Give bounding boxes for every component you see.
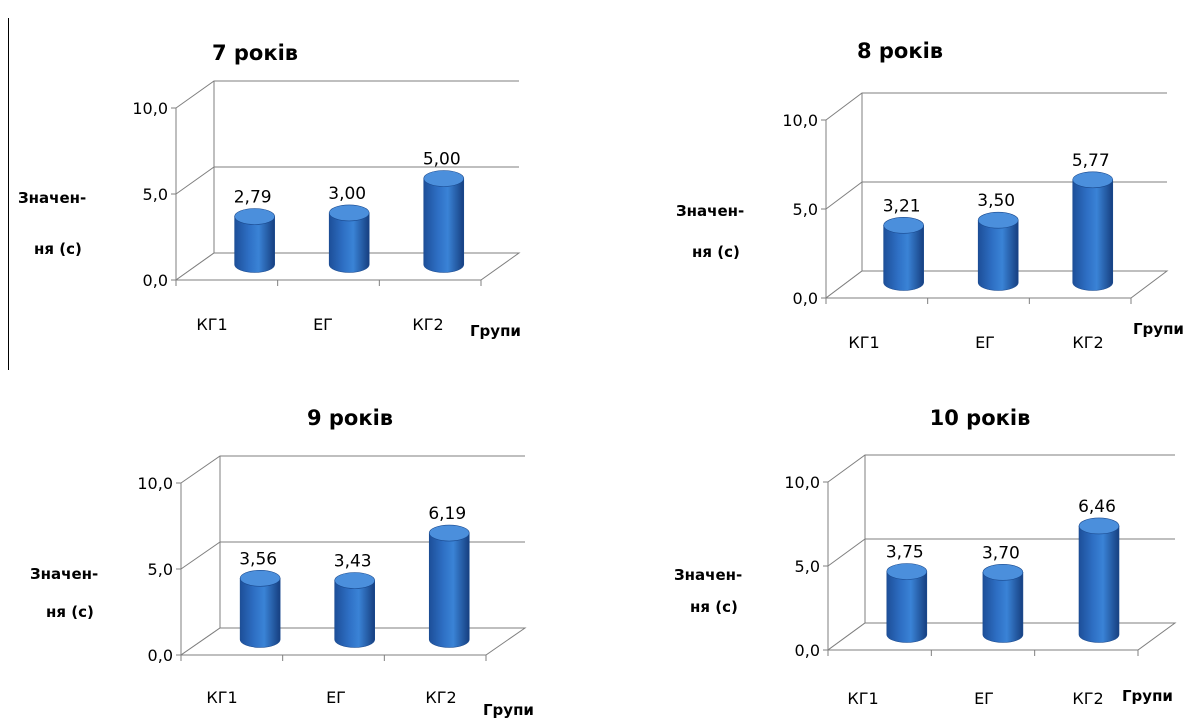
bar-top: [334, 572, 376, 589]
bar-body: [886, 571, 928, 643]
y-tick-label: 10,0: [132, 99, 168, 118]
bar-body: [883, 225, 924, 291]
data-label: 6,19: [428, 504, 466, 524]
data-label: 5,00: [423, 150, 461, 170]
x-axis-label: Групи: [483, 701, 534, 719]
y-tick-label: 5,0: [795, 557, 820, 576]
gridline: [180, 455, 525, 484]
gridline: [825, 92, 1167, 121]
y-axis-label-line2: ня (с): [690, 598, 738, 616]
category-label: ЕГ: [313, 315, 333, 334]
bar-top: [423, 170, 465, 187]
bar-1: [886, 563, 928, 643]
bar-top: [328, 204, 370, 222]
chart-title: 10 років: [930, 406, 1031, 430]
bar-3: [423, 170, 465, 273]
bar-body: [1072, 179, 1114, 291]
bar-body: [334, 580, 375, 648]
category-label: ЕГ: [974, 689, 994, 708]
category-label: ЕГ: [975, 333, 995, 352]
bar-1: [239, 569, 281, 648]
y-tick-label: 5,0: [143, 185, 168, 204]
bar-top: [239, 569, 281, 587]
bar-top: [886, 563, 928, 580]
y-tick-label: 5,0: [148, 560, 173, 579]
y-tick-label: 5,0: [793, 200, 818, 219]
chart-8-years: 8 років 0,0 5,0 10,0 3,21 3,50 5,77 КГ1 ЕГ КГ2 Зна…: [676, 39, 1184, 352]
category-label: КГ1: [196, 315, 227, 334]
bar-body: [239, 577, 281, 648]
data-label: 3,21: [883, 196, 921, 216]
bar-1: [234, 208, 275, 273]
gridline: [175, 80, 519, 109]
y-axis-label-line1: Значен-: [30, 565, 98, 583]
left-rule-line: [8, 18, 9, 370]
y-axis-label-line2: ня (с): [46, 603, 94, 621]
bar-3: [1078, 517, 1120, 643]
category-label: КГ2: [1072, 333, 1103, 352]
data-label: 3,43: [334, 552, 372, 572]
y-axis-label-line1: Значен-: [674, 566, 742, 584]
data-label: 2,79: [234, 188, 272, 208]
category-label: КГ1: [848, 333, 879, 352]
chart-7-years: 7 років 0,0 5,0 10,0 2,79 3,00 5,00 КГ1 ЕГ КГ2 Зна…: [18, 41, 521, 340]
y-tick-label: 10,0: [784, 473, 820, 492]
data-label: 6,46: [1078, 497, 1116, 517]
category-label: КГ1: [847, 689, 878, 708]
bar-top: [1072, 171, 1114, 189]
x-axis-label: Групи: [1122, 687, 1173, 705]
bar-body: [977, 219, 1019, 291]
y-axis-label-line2: ня (с): [692, 243, 740, 261]
bar-2: [334, 572, 376, 648]
data-label: 5,77: [1072, 151, 1110, 171]
data-label: 3,00: [328, 184, 366, 204]
y-axis-label-line1: Значен-: [676, 202, 744, 220]
gridline: [827, 454, 1175, 483]
data-label: 3,70: [982, 543, 1020, 563]
y-tick-label: 0,0: [793, 289, 818, 308]
chart-title: 9 років: [307, 406, 393, 430]
bar-body: [423, 178, 465, 273]
category-label: КГ1: [206, 688, 237, 707]
bar-top: [428, 524, 470, 542]
category-label: КГ2: [1072, 689, 1103, 708]
y-tick-label: 0,0: [795, 641, 820, 660]
y-tick-label: 10,0: [782, 111, 818, 130]
bar-3: [1072, 171, 1114, 291]
category-label: ЕГ: [326, 688, 346, 707]
data-label: 3,50: [977, 191, 1015, 211]
y-axis-label-line1: Значен-: [18, 189, 86, 207]
bar-body: [234, 216, 275, 273]
data-label: 3,75: [886, 543, 924, 563]
bar-top: [977, 211, 1019, 229]
x-axis-label: Групи: [1133, 320, 1184, 338]
bar-2: [977, 211, 1019, 291]
chart-title: 7 років: [212, 41, 298, 65]
bar-2: [982, 564, 1024, 643]
bar-3: [428, 524, 470, 648]
x-axis-label: Групи: [470, 322, 521, 340]
chart-title: 8 років: [857, 39, 943, 63]
chart-9-years: 9 років 0,0 5,0 10,0 3,56 3,43 6,19 КГ1 ЕГ КГ2 Зна…: [30, 406, 534, 719]
bar-top: [982, 564, 1024, 581]
bar-top: [1078, 517, 1120, 535]
category-label: КГ2: [412, 315, 443, 334]
y-tick-label: 0,0: [148, 646, 173, 665]
chart-10-years: 10 років 0,0 5,0 10,0 3,75 3,70 6,46 КГ1 ЕГ КГ2 Зн…: [674, 406, 1177, 708]
y-axis-label-line2: ня (с): [34, 240, 82, 258]
bar-top: [234, 208, 275, 225]
bar-body: [1078, 525, 1120, 643]
bar-body: [982, 572, 1024, 643]
bar-top: [883, 217, 924, 234]
bar-1: [883, 217, 924, 291]
y-tick-label: 10,0: [137, 474, 173, 493]
category-label: КГ2: [425, 688, 456, 707]
bar-body: [428, 532, 470, 648]
data-label: 3,56: [239, 549, 277, 569]
bar-body: [328, 212, 370, 273]
bar-2: [328, 204, 370, 273]
y-tick-label: 0,0: [143, 271, 168, 290]
